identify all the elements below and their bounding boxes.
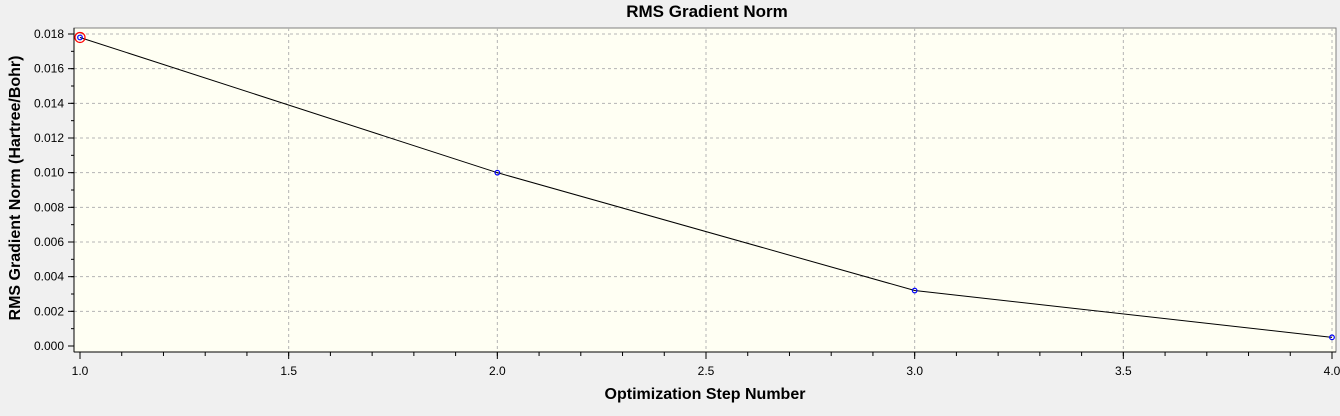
x-tick-label: 2.5: [698, 364, 715, 378]
y-tick-label: 0.006: [34, 235, 64, 249]
x-tick-label: 3.5: [1115, 364, 1132, 378]
x-tick-label: 1.5: [280, 364, 297, 378]
y-axis-label: RMS Gradient Norm (Hartree/Bohr): [7, 56, 24, 321]
y-tick-label: 0.008: [34, 200, 64, 214]
y-tick-label: 0.000: [34, 339, 64, 353]
y-tick-label: 0.002: [34, 304, 64, 318]
axes: 0.000 0.002 0.004 0.006 0.008 0.010 0.012 0.014…: [34, 27, 1340, 378]
data-point: [911, 287, 918, 294]
data-point: [494, 169, 501, 176]
x-tick-label: 3.0: [906, 364, 923, 378]
x-tick-label: 1.0: [72, 364, 89, 378]
y-tick-label: 0.004: [34, 270, 64, 284]
series-line: [79, 36, 1333, 338]
x-tick-label: 4.0: [1324, 364, 1340, 378]
y-tick-label: 0.010: [34, 166, 64, 180]
y-tick-label: 0.012: [34, 131, 64, 145]
y-tick-label: 0.014: [34, 96, 64, 110]
x-tick-label: 2.0: [489, 364, 506, 378]
plot-area: [73, 27, 1337, 353]
y-tick-label: 0.016: [34, 62, 64, 76]
highlighted-point: [74, 31, 86, 44]
chart-title: RMS Gradient Norm: [626, 2, 788, 21]
grid: [74, 28, 1336, 352]
y-tick-label: 0.018: [34, 27, 64, 41]
data-point: [1329, 334, 1335, 341]
data-point: [77, 34, 83, 41]
data-series: [74, 31, 1335, 341]
x-axis-label: Optimization Step Number: [605, 386, 806, 403]
